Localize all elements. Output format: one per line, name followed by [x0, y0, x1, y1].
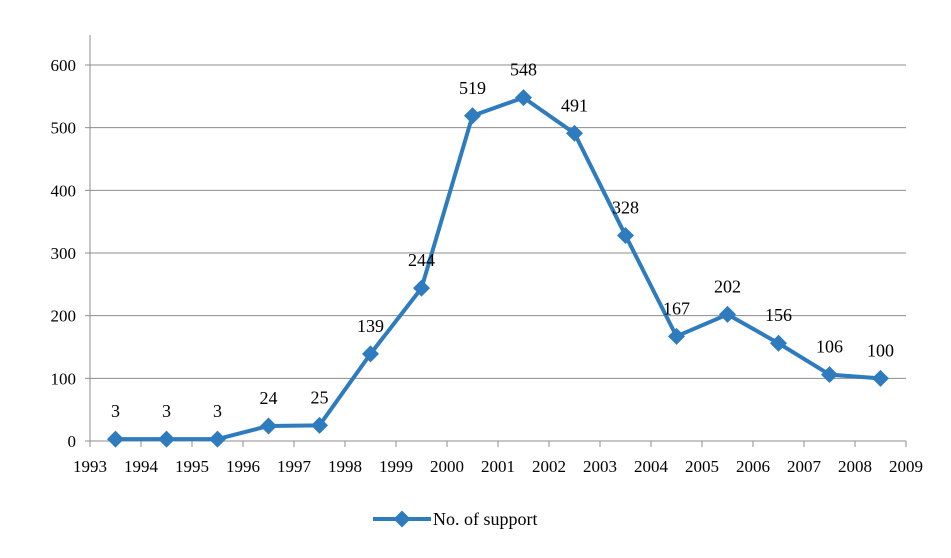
data-point-marker	[413, 279, 430, 297]
x-tick-label: 2009	[889, 457, 923, 476]
data-labels: 3 3 3 24 25 139 244 519 548 491 328 167 202 156 106 100	[111, 60, 894, 422]
data-label: 156	[765, 305, 792, 325]
data-point-marker	[464, 107, 481, 125]
data-point-marker	[362, 345, 379, 363]
x-tick-label: 2008	[838, 457, 872, 476]
data-label: 106	[816, 337, 843, 357]
y-tick-label: 100	[51, 369, 77, 388]
data-label: 548	[510, 60, 537, 80]
y-tick-label: 500	[51, 119, 77, 138]
x-tick-label: 2003	[583, 457, 617, 476]
legend-label: No. of support	[433, 509, 538, 529]
axes	[89, 35, 907, 447]
x-tick-label: 1997	[277, 457, 312, 476]
y-tick-label: 300	[51, 244, 77, 263]
x-tick-label: 1993	[73, 457, 107, 476]
data-label: 491	[561, 95, 588, 115]
y-tick-label: 400	[51, 181, 77, 200]
series-line	[115, 95, 881, 442]
data-label: 139	[357, 316, 384, 336]
x-tick-label: 2007	[787, 457, 822, 476]
gridlines	[85, 64, 906, 442]
data-point-marker	[821, 366, 838, 384]
data-point-marker	[107, 430, 124, 448]
data-point-marker	[515, 89, 532, 107]
legend-marker	[393, 510, 411, 528]
x-tick-label: 2006	[736, 457, 770, 476]
x-tick-label: 2004	[634, 457, 669, 476]
data-point-marker	[770, 334, 787, 352]
data-label: 519	[459, 78, 486, 98]
x-tick-label: 2005	[685, 457, 719, 476]
x-tick-label: 2000	[430, 457, 464, 476]
data-point-marker	[719, 305, 736, 323]
y-axis-tick-labels: 0 100 200 300 400 500 600	[51, 56, 77, 451]
y-tick-label: 600	[51, 56, 77, 75]
data-label: 3	[162, 401, 171, 421]
x-tick-label: 1999	[379, 457, 413, 476]
x-tick-label: 2001	[481, 457, 515, 476]
x-tick-label: 1998	[328, 457, 362, 476]
x-tick-label: 1995	[175, 457, 209, 476]
data-label: 167	[663, 298, 690, 318]
x-tick-label: 2002	[532, 457, 566, 476]
data-point-marker	[209, 430, 226, 448]
x-tick-label: 1994	[124, 457, 159, 476]
y-tick-label: 0	[68, 432, 77, 451]
data-point-marker	[872, 369, 889, 387]
data-label: 3	[213, 401, 222, 421]
data-label: 100	[867, 340, 894, 360]
data-label: 24	[260, 388, 278, 408]
data-label: 25	[311, 387, 329, 407]
data-point-marker	[158, 430, 175, 448]
data-point-marker	[617, 226, 634, 244]
data-point-marker	[260, 417, 277, 435]
x-axis-tick-labels: 1993 1994 1995 1996 1997 1998 1999 2000 2001 2002…	[73, 457, 923, 476]
legend: No. of support	[373, 509, 538, 529]
data-label: 244	[408, 250, 435, 270]
data-label: 3	[111, 401, 120, 421]
data-label: 328	[612, 197, 639, 217]
series-no-of-support	[107, 89, 889, 448]
x-tick-label: 1996	[226, 457, 260, 476]
data-label: 202	[714, 276, 741, 296]
data-point-marker	[311, 416, 328, 434]
data-point-marker	[668, 327, 685, 345]
y-tick-label: 200	[51, 307, 77, 326]
